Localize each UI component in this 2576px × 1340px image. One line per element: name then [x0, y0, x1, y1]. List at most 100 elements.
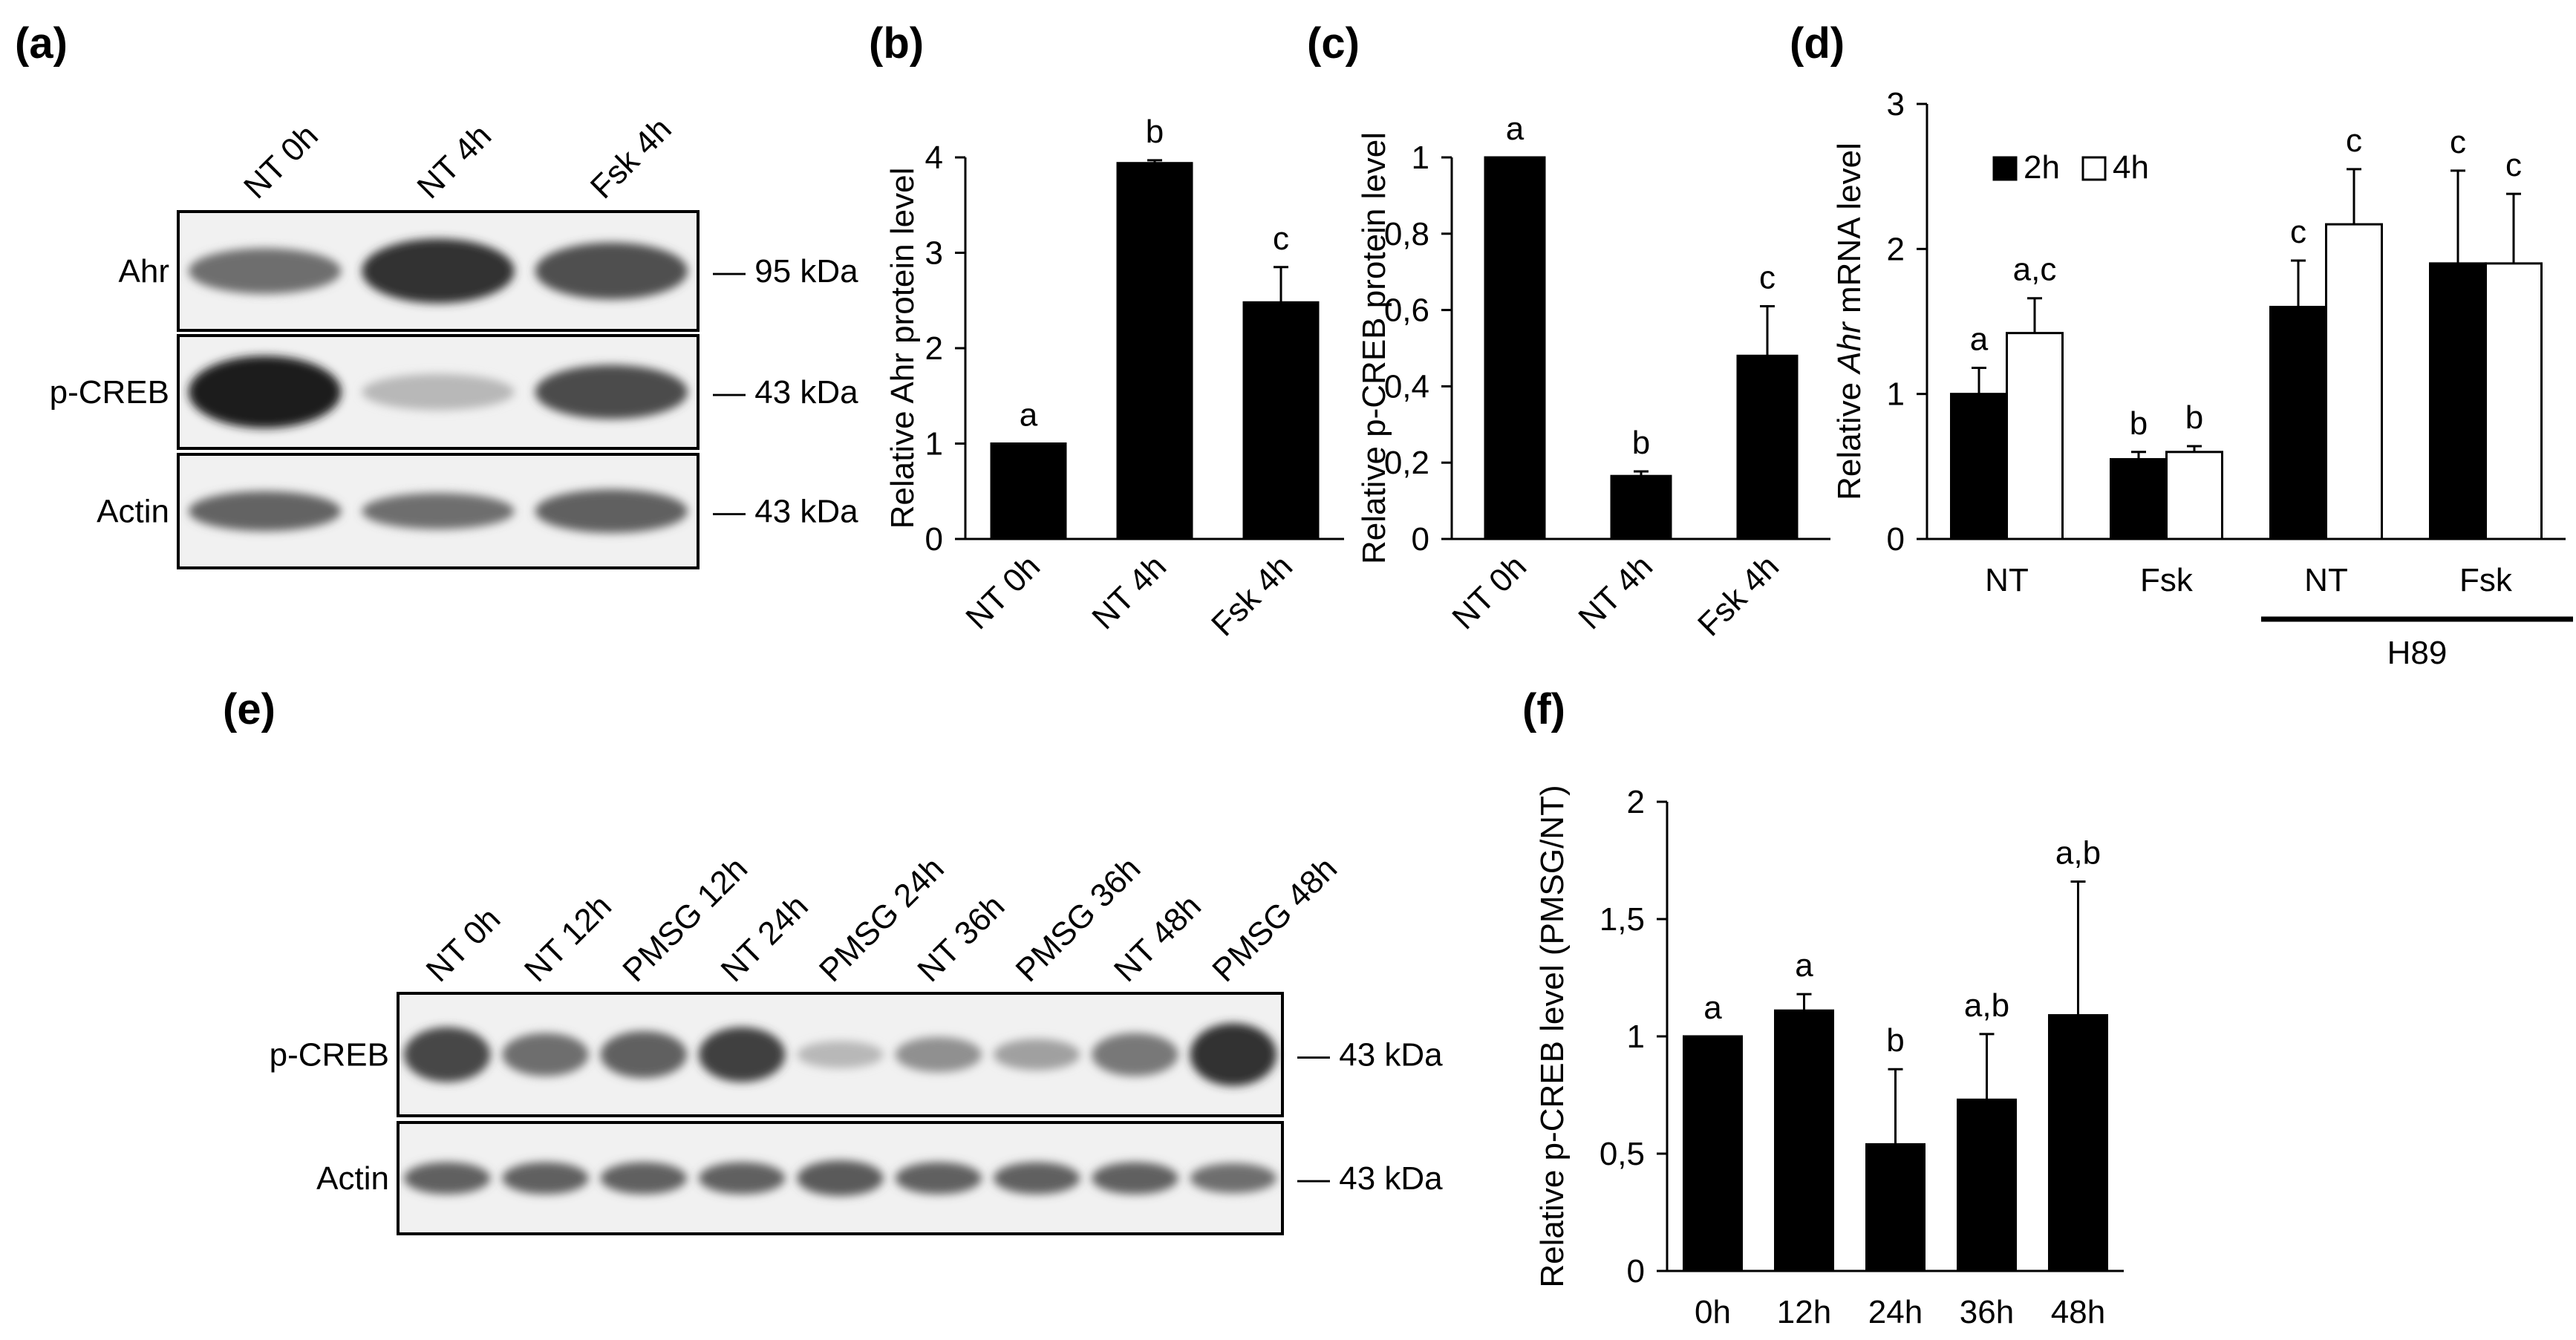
blot-band	[362, 493, 515, 529]
bar	[1116, 162, 1193, 540]
blot-band	[895, 1162, 982, 1194]
y-tick-label: 4	[925, 140, 943, 176]
significance-letter: c	[2450, 124, 2466, 160]
blot-name: Actin	[97, 494, 169, 530]
bar	[2485, 262, 2543, 540]
legend-swatch	[2081, 156, 2107, 181]
blot-panel-a: (a) NT 0h NT 4h Fsk 4h Ahr — 95 kDa p-CREB — 43…	[15, 19, 858, 569]
y-tick-label: 0,6	[1384, 292, 1429, 329]
bar	[1865, 1143, 1926, 1272]
bar	[2269, 305, 2327, 540]
significance-letter: b	[1632, 425, 1650, 461]
bar	[1610, 474, 1672, 540]
significance-letter: b	[2130, 405, 2148, 442]
blot-name: p-CREB	[270, 1037, 389, 1073]
panel-label: (f)	[1522, 685, 1565, 733]
bar	[1736, 354, 1799, 540]
y-tick-label: 1	[1412, 140, 1429, 176]
bar	[990, 442, 1067, 540]
y-axis-label: Relative Ahr protein level	[884, 168, 921, 529]
significance-letter: a	[1795, 947, 1813, 984]
significance-letter: c	[1759, 259, 1776, 295]
y-tick-label: 0	[1412, 521, 1429, 558]
panel-label: (d)	[1790, 19, 1845, 68]
bar	[1774, 1009, 1834, 1272]
blot-band	[403, 1027, 491, 1082]
bar	[2429, 262, 2487, 540]
blot-band	[698, 1027, 786, 1082]
blot-band	[993, 1162, 1080, 1194]
x-tick-label: 48h	[2051, 1294, 2105, 1330]
blot-strip	[177, 210, 700, 332]
x-tick-label: Fsk	[2459, 562, 2513, 598]
significance-letter: c	[2505, 147, 2522, 183]
y-tick-label: 2	[925, 330, 943, 367]
blot-kda: — 43 kDa	[713, 494, 858, 530]
blot-band	[403, 1162, 491, 1194]
lane-label: NT 36h	[910, 888, 1011, 989]
lane-label: NT 12h	[518, 888, 619, 989]
y-tick-label: 0	[1887, 521, 1905, 558]
significance-letter: c	[2290, 214, 2306, 250]
blot-band	[535, 242, 688, 300]
panel-label: (e)	[223, 685, 275, 733]
bar	[1242, 301, 1320, 540]
bar	[2165, 451, 2223, 540]
significance-letter: b	[1886, 1022, 1904, 1059]
bar	[2325, 223, 2383, 540]
blot-band	[1190, 1163, 1277, 1194]
y-tick-label: 0	[925, 521, 943, 558]
lane-label: NT 4h	[410, 117, 498, 206]
y-tick-label: 2	[1627, 784, 1645, 820]
y-tick-label: 3	[1887, 86, 1905, 122]
blot-band	[189, 248, 342, 294]
lane-label: NT 24h	[714, 888, 815, 989]
lane-label: Fsk 4h	[584, 111, 679, 206]
blot-name: p-CREB	[50, 374, 169, 411]
x-tick-label: 24h	[1868, 1294, 1923, 1330]
blot-band	[362, 238, 515, 304]
y-tick-label: 0,8	[1384, 216, 1429, 252]
y-axis-label: Relative p-CREB protein level	[1356, 132, 1392, 564]
chart-d: (d) 0 1 2 3 Relative Ahr mRNA level a a,c NT b b Fs…	[1790, 19, 2573, 671]
x-tick-label: NT	[1985, 562, 2029, 598]
blot-strip	[397, 992, 1284, 1117]
y-tick-label: 0,5	[1600, 1136, 1645, 1172]
x-tick-label: Fsk	[2140, 562, 2194, 598]
significance-letter: c	[1273, 220, 1289, 257]
x-tick-label: NT	[2304, 562, 2348, 598]
blot-band	[1092, 1162, 1178, 1194]
blot-band	[895, 1036, 982, 1073]
y-tick-label: 0	[1627, 1253, 1645, 1290]
panel-label: (c)	[1307, 19, 1360, 68]
y-tick-label: 1,5	[1600, 901, 1645, 938]
chart-c: (c) 0 0,2 0,4 0,6 0,8 1 Relative p-CREB protein…	[1307, 19, 1830, 643]
chart-f: (f) 0 0,5 1 1,5 2 Relative p-CREB level (PMSG/…	[1522, 685, 2124, 1330]
x-tick-label: Fsk 4h	[1204, 548, 1300, 643]
blot-band	[362, 373, 515, 411]
significance-letter: a,b	[1964, 987, 2009, 1024]
y-tick-label: 1	[925, 426, 943, 463]
blot-kda: — 43 kDa	[1297, 1160, 1443, 1197]
y-tick-label: 3	[925, 235, 943, 272]
blot-kda: — 43 kDa	[713, 374, 858, 411]
blot-band	[993, 1039, 1080, 1071]
x-tick-label: NT 0h	[1445, 548, 1533, 636]
x-tick-label: Fsk 4h	[1691, 548, 1786, 643]
blot-band	[535, 489, 688, 533]
x-tick-label: 12h	[1777, 1294, 1831, 1330]
panel-label: (a)	[15, 19, 68, 68]
significance-letter: a	[1970, 321, 1989, 358]
blot-name: Actin	[316, 1160, 389, 1197]
legend-label: 2h	[2024, 149, 2060, 186]
lane-label: NT 48h	[1107, 888, 1208, 989]
blot-band	[797, 1160, 884, 1196]
blot-band	[1190, 1023, 1277, 1086]
significance-letter: a,b	[2055, 834, 2101, 871]
bar	[2110, 458, 2168, 540]
significance-letter: a	[1703, 990, 1722, 1026]
blot-band	[600, 1030, 688, 1079]
x-tick-label: NT 4h	[1085, 548, 1173, 636]
